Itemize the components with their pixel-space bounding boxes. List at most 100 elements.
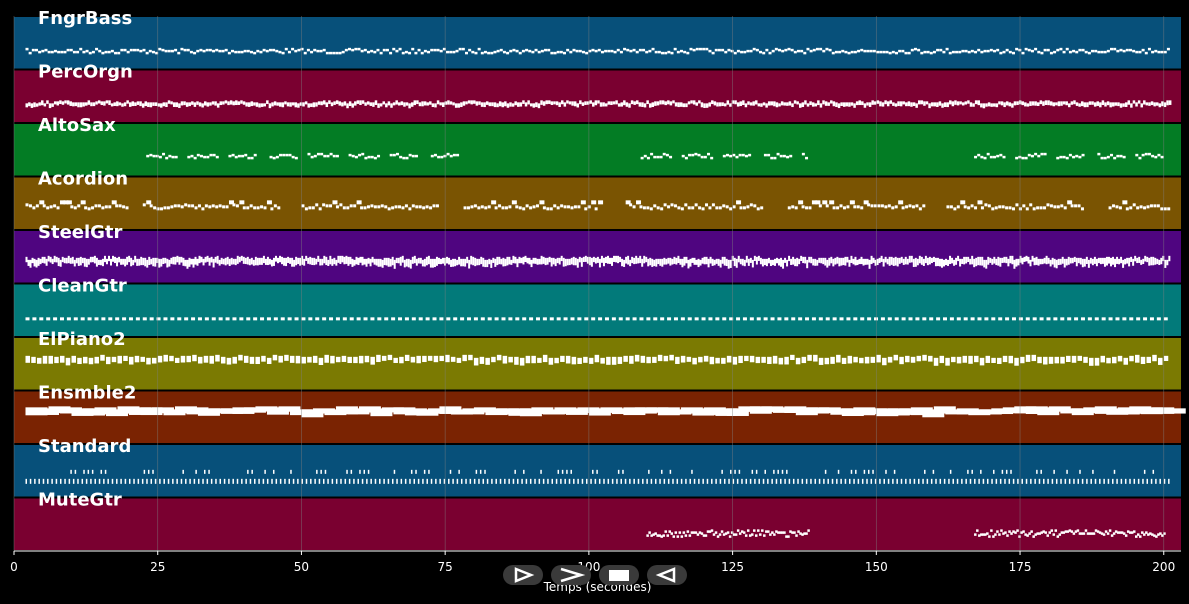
note xyxy=(333,101,336,105)
note xyxy=(980,155,984,159)
note xyxy=(761,258,764,267)
note xyxy=(341,355,347,362)
note xyxy=(930,257,933,264)
note xyxy=(798,258,801,265)
note xyxy=(277,257,280,264)
note xyxy=(1110,153,1114,157)
note xyxy=(1075,50,1079,54)
note xyxy=(894,317,899,321)
note xyxy=(537,50,541,54)
note xyxy=(1025,478,1028,484)
note xyxy=(295,256,298,266)
note xyxy=(461,47,465,51)
note xyxy=(1149,532,1152,535)
note xyxy=(999,257,1002,267)
note xyxy=(721,256,724,264)
note xyxy=(1114,530,1118,533)
note xyxy=(951,257,954,264)
note xyxy=(351,103,354,108)
note xyxy=(885,50,889,54)
note xyxy=(664,51,668,55)
note xyxy=(242,256,245,264)
note xyxy=(959,258,962,267)
note xyxy=(356,100,360,104)
note xyxy=(1060,408,1083,414)
note xyxy=(850,50,854,54)
note xyxy=(1077,257,1080,264)
note xyxy=(1094,49,1098,53)
note xyxy=(797,478,799,484)
stop-button[interactable] xyxy=(599,565,639,585)
note xyxy=(508,408,531,416)
note xyxy=(748,153,752,157)
note xyxy=(176,255,179,263)
note xyxy=(278,355,283,363)
note xyxy=(999,51,1003,55)
note xyxy=(1030,478,1032,484)
note xyxy=(1077,204,1081,208)
note xyxy=(773,101,776,107)
note xyxy=(327,478,329,484)
note xyxy=(27,259,30,266)
note xyxy=(107,478,109,484)
note xyxy=(549,207,553,211)
note xyxy=(128,255,131,263)
note xyxy=(128,407,151,415)
note xyxy=(910,48,914,52)
note xyxy=(781,469,784,474)
play-button[interactable] xyxy=(503,565,543,585)
note xyxy=(939,355,945,364)
note xyxy=(822,200,828,205)
note xyxy=(1108,317,1113,321)
note xyxy=(177,204,181,208)
note xyxy=(511,200,517,205)
note xyxy=(335,51,339,55)
note xyxy=(367,257,370,264)
note xyxy=(266,478,269,484)
note xyxy=(1161,101,1164,107)
note xyxy=(773,258,776,266)
note xyxy=(281,51,285,55)
note xyxy=(315,317,320,321)
note xyxy=(653,204,657,208)
note xyxy=(436,48,440,52)
note xyxy=(673,256,676,264)
note xyxy=(92,102,96,107)
note xyxy=(727,259,730,269)
note xyxy=(393,357,398,363)
note xyxy=(975,257,978,267)
note xyxy=(183,48,187,52)
note xyxy=(912,258,915,267)
note xyxy=(108,317,113,321)
forward-button[interactable] xyxy=(551,565,591,585)
note xyxy=(977,200,983,205)
note xyxy=(140,407,163,416)
note xyxy=(291,47,295,51)
note xyxy=(152,257,155,267)
note xyxy=(818,204,822,208)
note xyxy=(654,50,658,54)
note xyxy=(969,102,973,107)
note xyxy=(653,155,657,159)
note xyxy=(646,478,648,484)
note xyxy=(1103,156,1107,160)
note xyxy=(1015,156,1019,160)
note xyxy=(494,317,499,321)
note xyxy=(1051,257,1054,265)
note xyxy=(594,257,597,264)
rewind-button[interactable] xyxy=(647,565,687,585)
note xyxy=(710,529,714,532)
note xyxy=(657,258,660,265)
note xyxy=(546,257,549,265)
note xyxy=(1067,256,1070,265)
note xyxy=(570,317,575,321)
track-label: AltoSax xyxy=(38,115,116,136)
note xyxy=(353,478,355,484)
note xyxy=(1122,103,1125,107)
note xyxy=(1107,256,1110,264)
note xyxy=(82,356,88,364)
note xyxy=(853,407,876,416)
note xyxy=(789,530,792,533)
note xyxy=(88,51,92,55)
note xyxy=(711,478,713,484)
